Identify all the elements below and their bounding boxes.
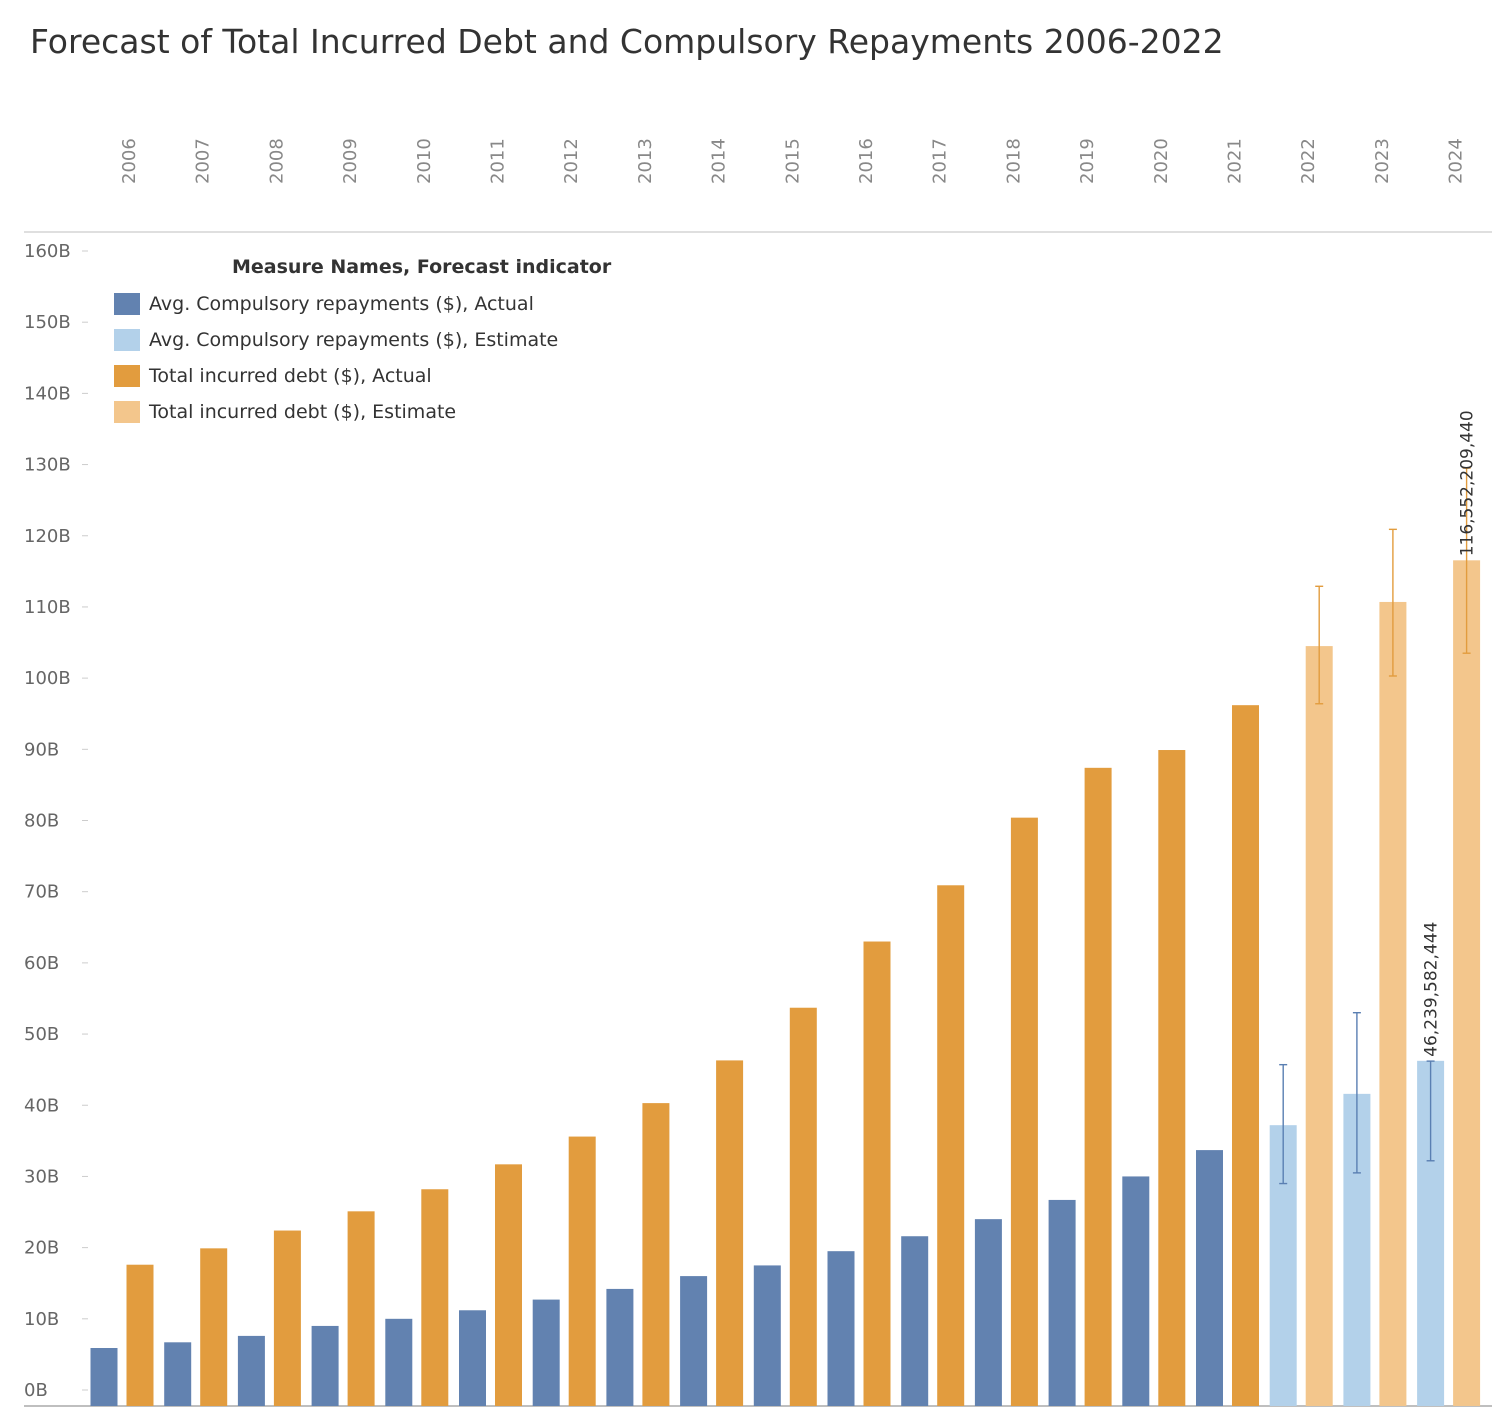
bar-total-debt [200, 1248, 228, 1406]
x-tick-label: 2008 [266, 138, 287, 184]
bar-repayments [753, 1265, 781, 1406]
x-tick-label: 2018 [1003, 138, 1024, 184]
bar-repayments [974, 1219, 1002, 1406]
y-tick-label: 50B [24, 1024, 59, 1045]
legend[interactable]: Measure Names, Forecast indicator Avg. C… [114, 256, 611, 430]
legend-title: Measure Names, Forecast indicator [232, 256, 612, 278]
bar-repayments [1196, 1150, 1223, 1406]
bar-repayments [1122, 1176, 1150, 1406]
x-tick-label: 2024 [1446, 138, 1467, 184]
bar-repayments [827, 1251, 855, 1406]
bar-total-debt [126, 1264, 154, 1406]
bar-repayments [385, 1318, 413, 1406]
bar-total-debt [273, 1230, 301, 1406]
y-tick-label: 130B [24, 455, 71, 476]
bar-total-debt [1379, 601, 1407, 1406]
legend-swatch-repay-estimate [114, 329, 140, 351]
bar-total-debt [347, 1211, 375, 1406]
x-tick-label: 2019 [1077, 138, 1098, 184]
y-tick-label: 60B [24, 953, 59, 974]
y-tick-label: 70B [24, 882, 59, 903]
bar-total-debt [642, 1103, 670, 1406]
bar-repayments [606, 1288, 634, 1406]
x-tick-label: 2021 [1225, 138, 1246, 184]
bar-repayments [90, 1347, 118, 1406]
bar-repayments [311, 1325, 339, 1406]
bar-repayments [680, 1276, 708, 1406]
legend-label: Total incurred debt ($), Estimate [149, 401, 457, 423]
x-tick-label: 2017 [930, 138, 951, 184]
bar-total-debt [1232, 705, 1259, 1406]
y-tick-label: 20B [24, 1238, 59, 1259]
bar-total-debt [421, 1189, 449, 1406]
legend-label: Total incurred debt ($), Actual [149, 365, 432, 387]
bar-total-debt [937, 885, 965, 1406]
x-tick-label: 2009 [340, 138, 361, 184]
bar-total-debt [789, 1007, 817, 1406]
x-tick-label: 2015 [782, 138, 803, 184]
y-tick-label: 40B [24, 1095, 59, 1116]
bar-total-debt [716, 1060, 744, 1406]
x-tick-label: 2022 [1298, 138, 1319, 184]
data-label: 46,239,582,444 [1422, 922, 1442, 1057]
legend-item-repay-estimate[interactable]: Avg. Compulsory repayments ($), Estimate [114, 322, 611, 358]
bar-total-debt [1010, 817, 1038, 1406]
x-tick-label: 2006 [119, 138, 140, 184]
x-tick-label: 2010 [414, 138, 435, 184]
bar-total-debt [863, 941, 891, 1406]
y-tick-label: 150B [24, 312, 71, 333]
x-tick-label: 2016 [856, 138, 877, 184]
y-tick-label: 140B [24, 383, 71, 404]
x-tick-label: 2013 [635, 138, 656, 184]
bar-repayments [164, 1342, 192, 1406]
legend-swatch-debt-actual [114, 365, 140, 387]
bar-total-debt [1453, 560, 1481, 1406]
y-tick-label: 160B [24, 241, 71, 262]
legend-label: Avg. Compulsory repayments ($), Actual [149, 293, 534, 315]
x-tick-label: 2011 [488, 138, 509, 184]
legend-item-debt-estimate[interactable]: Total incurred debt ($), Estimate [114, 394, 611, 430]
legend-item-debt-actual[interactable]: Total incurred debt ($), Actual [114, 358, 611, 394]
bar-total-debt [1305, 646, 1333, 1406]
bar-total-debt [1084, 767, 1112, 1406]
bar-total-debt [495, 1164, 522, 1406]
bar-total-debt [568, 1136, 596, 1406]
y-tick-label: 10B [24, 1309, 59, 1330]
x-tick-label: 2007 [193, 138, 214, 184]
x-tick-label: 2014 [709, 138, 730, 184]
bar-repayments [532, 1299, 560, 1406]
x-tick-label: 2012 [561, 138, 582, 184]
y-tick-label: 110B [24, 597, 71, 618]
y-tick-label: 100B [24, 668, 71, 689]
bar-repayments [901, 1236, 929, 1406]
chart-title: Forecast of Total Incurred Debt and Comp… [30, 22, 1224, 61]
bar-total-debt [1158, 750, 1186, 1406]
y-tick-label: 80B [24, 811, 59, 832]
legend-label: Avg. Compulsory repayments ($), Estimate [149, 329, 559, 351]
x-tick-label: 2023 [1372, 138, 1393, 184]
y-tick-label: 90B [24, 739, 59, 760]
y-tick-label: 30B [24, 1166, 59, 1187]
bar-repayments [237, 1335, 265, 1406]
bar-repayments [1048, 1199, 1076, 1406]
legend-item-repay-actual[interactable]: Avg. Compulsory repayments ($), Actual [114, 286, 611, 322]
data-label: 116,552,209,440 [1458, 410, 1478, 556]
legend-swatch-debt-estimate [114, 401, 140, 423]
legend-swatch-repay-actual [114, 293, 140, 315]
y-tick-label: 120B [24, 526, 71, 547]
x-tick-label: 2020 [1151, 138, 1172, 184]
y-tick-label: 0B [24, 1380, 48, 1401]
bar-repayments [459, 1310, 486, 1406]
